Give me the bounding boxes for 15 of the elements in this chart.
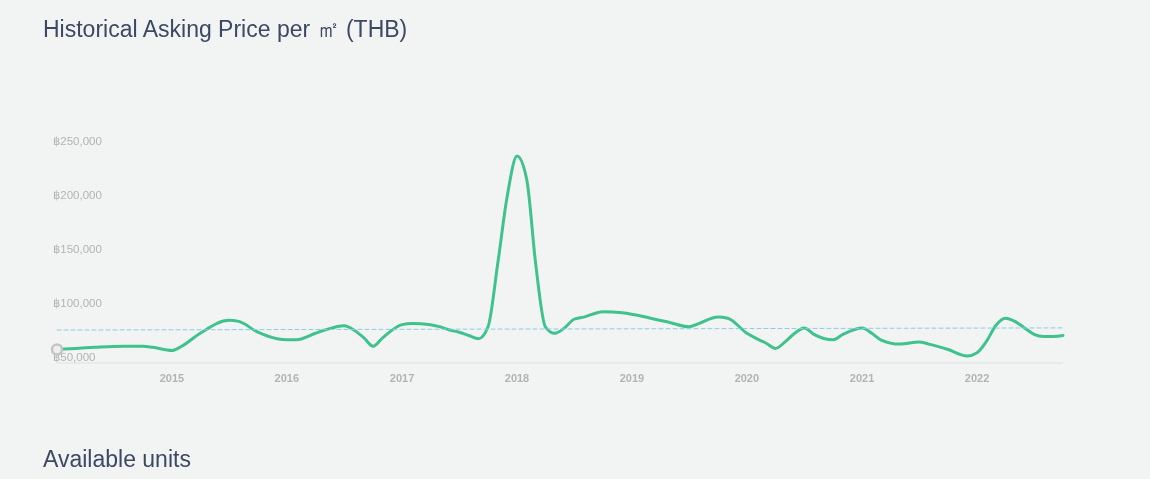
x-tick-label: 2019 — [619, 371, 645, 384]
x-tick-label: 2016 — [274, 371, 300, 384]
text: Available units — [43, 446, 191, 472]
y-tick-label: ฿250,000 — [53, 135, 102, 148]
x-tick-label: 2022 — [964, 371, 990, 384]
x-tick-label: 2018 — [504, 371, 530, 384]
y-tick-label: ฿50,000 — [53, 351, 96, 364]
x-tick-label: 2017 — [389, 371, 415, 384]
x-tick-label: 2015 — [159, 371, 185, 384]
y-tick-label: ฿200,000 — [53, 189, 102, 202]
y-tick-label: ฿150,000 — [53, 243, 102, 256]
x-tick-label: 2021 — [849, 371, 875, 384]
chart-title: Historical Asking Price per ㎡ (THB) — [43, 16, 408, 42]
y-tick-label: ฿100,000 — [53, 297, 102, 310]
x-tick-label: 2020 — [734, 371, 760, 384]
